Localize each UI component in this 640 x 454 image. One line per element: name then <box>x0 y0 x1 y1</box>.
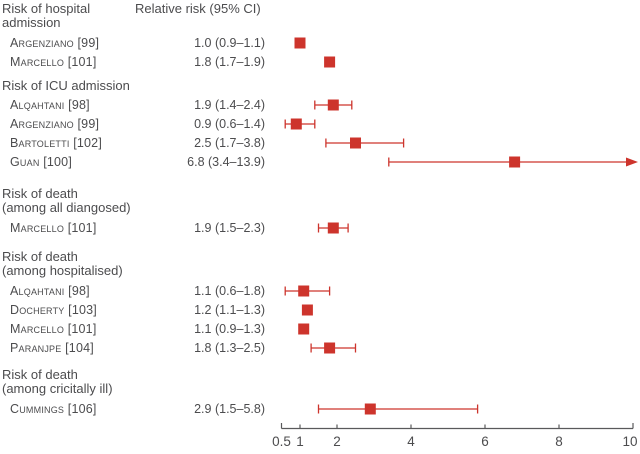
section-title: (among all diangosed) <box>2 200 131 215</box>
rr-value: 0.9 (0.6–1.4) <box>194 117 265 131</box>
study-label: Marcello [101] <box>10 55 97 69</box>
rr-marker <box>298 285 310 297</box>
study-label: Alqahtani [98] <box>10 284 90 298</box>
section-title: (among cricitally ill) <box>2 381 113 396</box>
rr-value: 1.2 (1.1–1.3) <box>194 303 265 317</box>
x-tick-label: 6 <box>481 434 489 449</box>
rr-marker <box>364 403 376 415</box>
x-tick-label: 8 <box>555 434 563 449</box>
x-tick-label: 0.5 <box>272 434 291 449</box>
rr-value: 2.5 (1.7–3.8) <box>194 136 265 150</box>
x-tick-label: 1 <box>296 434 304 449</box>
rr-marker <box>327 222 339 234</box>
rr-marker <box>290 118 302 130</box>
section-title: Risk of ICU admission <box>2 78 130 93</box>
study-label: Paranjpe [104] <box>10 341 94 355</box>
study-label: Guan [100] <box>10 155 72 169</box>
section-title: Risk of hospital <box>2 1 91 16</box>
ci-arrow-right <box>626 157 638 167</box>
section-title: Risk of death <box>2 367 78 382</box>
rr-marker <box>324 56 336 68</box>
section-title: Risk of death <box>2 249 78 264</box>
rr-marker <box>327 99 339 111</box>
rr-value: 1.8 (1.3–2.5) <box>194 341 265 355</box>
study-label: Bartoletti [102] <box>10 136 102 150</box>
study-label: Marcello [101] <box>10 322 97 336</box>
rr-marker <box>298 323 310 335</box>
rr-value: 1.1 (0.9–1.3) <box>194 322 265 336</box>
study-label: Argenziano [99] <box>10 36 100 50</box>
rr-marker <box>350 137 361 149</box>
study-label: Cummings [106] <box>10 402 97 416</box>
rr-value: 1.1 (0.6–1.8) <box>194 284 265 298</box>
x-tick-label: 4 <box>407 434 415 449</box>
rr-value: 1.8 (1.7–1.9) <box>194 55 265 69</box>
x-tick-label: 2 <box>333 434 341 449</box>
study-label: Argenziano [99] <box>10 117 100 131</box>
x-tick-label: 10 <box>622 434 638 449</box>
section-title: (among hospitalised) <box>2 263 123 278</box>
rr-marker <box>294 37 306 49</box>
rr-value: 2.9 (1.5–5.8) <box>194 402 265 416</box>
rr-value: 6.8 (3.4–13.9) <box>187 155 265 169</box>
rr-marker <box>301 304 313 316</box>
rr-value: 1.0 (0.9–1.1) <box>194 36 265 50</box>
rr-value: 1.9 (1.4–2.4) <box>194 98 265 112</box>
study-label: Alqahtani [98] <box>10 98 90 112</box>
rr-marker <box>324 342 336 354</box>
column-header-relative-risk: Relative risk (95% CI) <box>135 1 261 16</box>
rr-marker <box>509 156 521 168</box>
rr-value: 1.9 (1.5–2.3) <box>194 221 265 235</box>
section-title: Risk of death <box>2 186 78 201</box>
section-title: admission <box>2 15 61 30</box>
study-label: Docherty [103] <box>10 303 97 317</box>
study-label: Marcello [101] <box>10 221 97 235</box>
